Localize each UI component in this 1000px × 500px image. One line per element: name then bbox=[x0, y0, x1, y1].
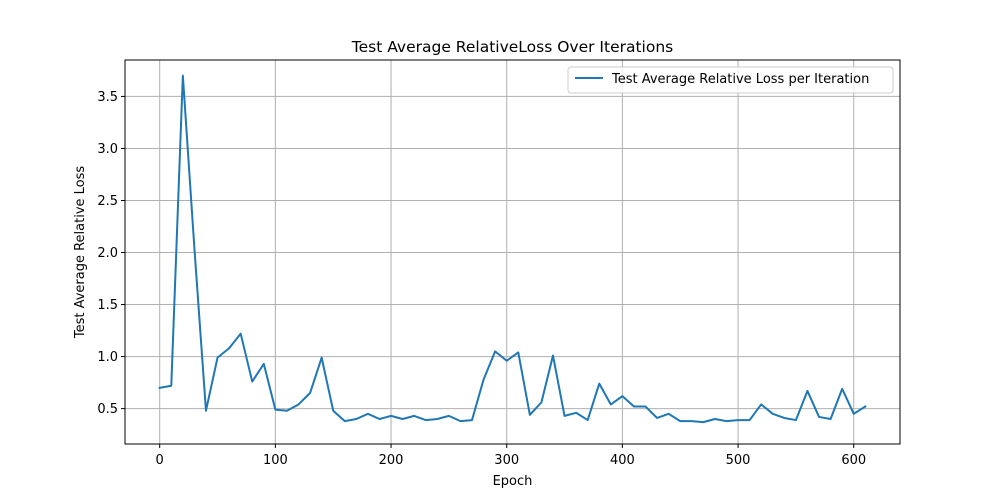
tick-layer: 0 100 200 300 400 500 600 0.5 1.0 1.5 2.0 2.5 3.0 3.5 bbox=[97, 90, 866, 468]
y-tick-label: 3.5 bbox=[97, 90, 118, 105]
x-tick-label: 200 bbox=[379, 453, 404, 468]
x-tick-label: 300 bbox=[494, 453, 519, 468]
grid bbox=[125, 60, 900, 444]
x-axis-label: Epoch bbox=[493, 474, 533, 489]
legend: Test Average Relative Loss per Iteration bbox=[567, 66, 894, 94]
y-tick-label: 3.0 bbox=[97, 142, 118, 157]
y-tick-label: 1.5 bbox=[97, 298, 118, 313]
plot-frame bbox=[124, 59, 901, 445]
x-tick-label: 500 bbox=[726, 453, 751, 468]
y-axis-label: Test Average Relative Loss bbox=[73, 166, 88, 340]
plot-area bbox=[125, 60, 900, 444]
y-tick-label: 0.5 bbox=[97, 402, 118, 417]
legend-box bbox=[567, 66, 894, 94]
x-tick-label: 600 bbox=[841, 453, 866, 468]
y-tick-label: 2.5 bbox=[97, 194, 118, 209]
series-layer bbox=[158, 74, 867, 424]
y-tick-label: 1.0 bbox=[97, 350, 118, 365]
series-line bbox=[158, 74, 867, 424]
x-tick-label: 100 bbox=[263, 453, 288, 468]
x-tick-label: 0 bbox=[156, 453, 164, 468]
y-tick-label: 2.0 bbox=[97, 246, 118, 261]
chart-title: Test Average RelativeLoss Over Iteration… bbox=[351, 38, 674, 56]
x-tick-label: 400 bbox=[610, 453, 635, 468]
legend-label: Test Average Relative Loss per Iteration bbox=[611, 72, 869, 87]
